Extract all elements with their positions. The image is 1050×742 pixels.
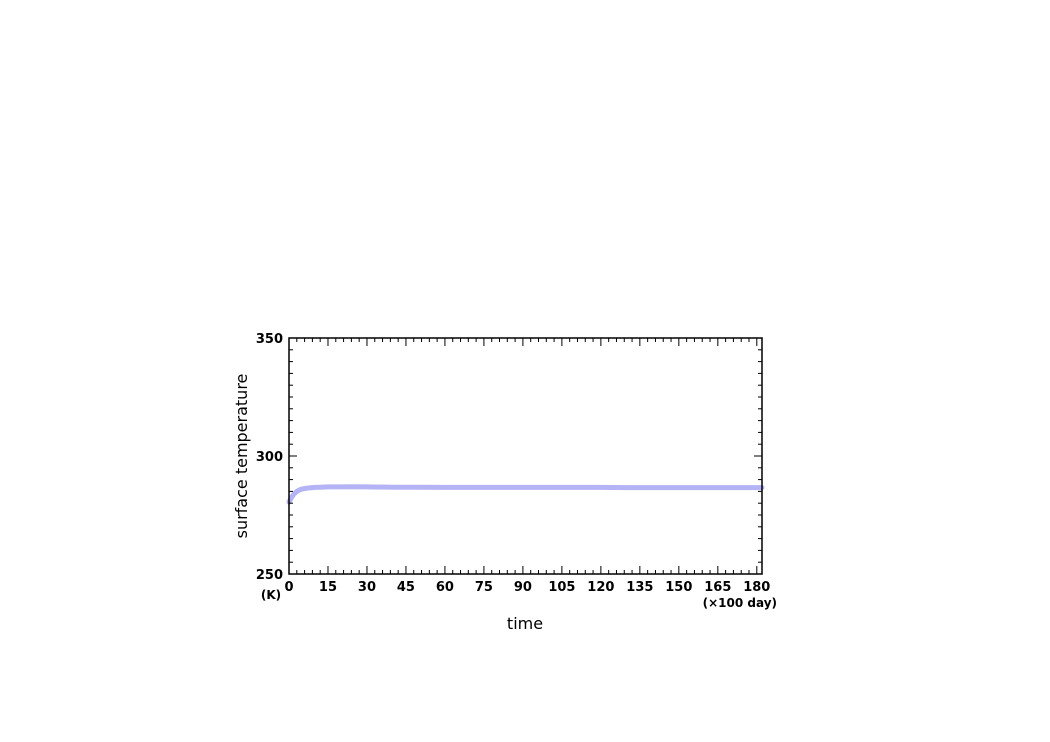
- x-tick-label: 135: [626, 580, 653, 595]
- x-unit-label: (×100 day): [703, 596, 777, 610]
- y-tick-label: 300: [256, 450, 283, 465]
- x-tick-label: 15: [319, 580, 337, 595]
- x-tick-label: 165: [704, 580, 731, 595]
- plot-area: [286, 484, 765, 505]
- y-axis-title: surface temperature: [232, 374, 251, 539]
- x-tick-label: 105: [548, 580, 575, 595]
- x-axis-title: time: [507, 614, 543, 633]
- axes: 0 15 30 45 60 75 90 105 120 135 150 165 180 250 300 350: [256, 332, 771, 595]
- plot-frame: [288, 337, 763, 575]
- x-tick-label: 90: [514, 580, 532, 595]
- x-tick-label: 30: [358, 580, 376, 595]
- x-tick-label: 0: [284, 580, 293, 595]
- x-tick-label: 150: [665, 580, 692, 595]
- x-tick-label: 120: [587, 580, 614, 595]
- x-tick-label: 180: [743, 580, 770, 595]
- x-tick-label: 60: [436, 580, 454, 595]
- y-unit-label: (K): [261, 588, 281, 602]
- y-tick-label: 250: [256, 568, 283, 583]
- x-tick-label: 45: [397, 580, 415, 595]
- y-tick-label: 350: [256, 332, 283, 347]
- x-tick-label: 75: [475, 580, 493, 595]
- series-line-0: [286, 484, 765, 505]
